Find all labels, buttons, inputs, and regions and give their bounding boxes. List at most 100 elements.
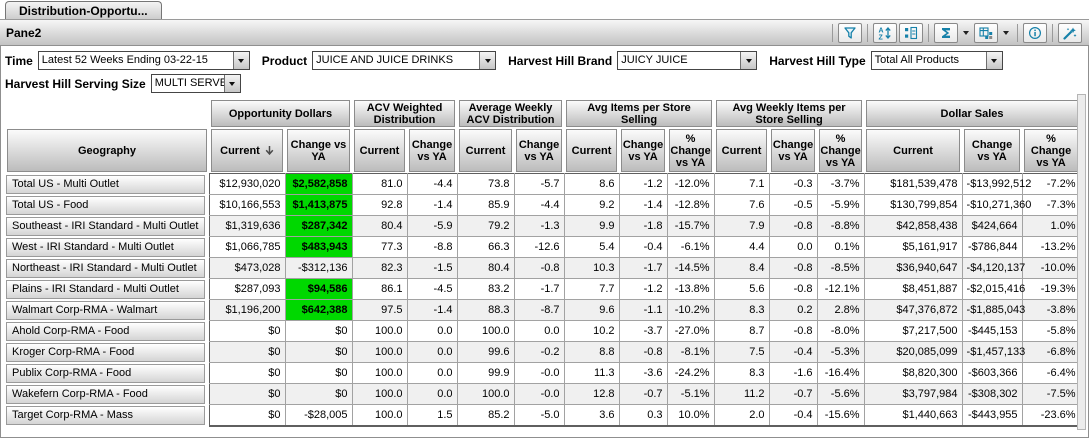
row-header-walmart-corp-rma-walmart[interactable]: Walmart Corp-RMA - Walmart xyxy=(5,300,209,321)
data-cell[interactable]: 3.6 xyxy=(564,404,620,427)
data-cell[interactable]: -12.8% xyxy=(667,194,715,216)
data-cell[interactable]: 85.2 xyxy=(457,404,515,427)
data-cell[interactable]: -1.2 xyxy=(619,173,668,195)
data-cell[interactable]: $42,858,438 xyxy=(864,215,963,237)
row-header-northeast-iri-standard-multi-outlet[interactable]: Northeast - IRI Standard - Multi Outlet xyxy=(5,258,209,279)
data-cell[interactable]: $3,797,984 xyxy=(864,383,963,405)
data-cell[interactable]: 11.2 xyxy=(714,383,770,405)
data-cell[interactable]: -4.5 xyxy=(407,278,458,300)
data-cell[interactable]: -19.3% xyxy=(1022,278,1081,300)
data-cell[interactable]: 7.6 xyxy=(714,194,770,216)
data-cell[interactable]: -1.3 xyxy=(514,215,565,237)
data-cell[interactable]: 2.8% xyxy=(817,299,865,321)
group-header-avg-weekly-items-per-store-selling[interactable]: Avg Weekly Items per Store Selling xyxy=(714,99,864,128)
data-cell[interactable]: $1,319,636 xyxy=(208,215,286,237)
data-cell[interactable]: -5.1% xyxy=(667,383,715,405)
column-header-dollar-sales-change-vs-ya[interactable]: % Change vs YA xyxy=(1022,128,1080,174)
select-items-button[interactable] xyxy=(899,22,923,43)
data-cell[interactable]: -8.5% xyxy=(817,257,865,279)
data-cell[interactable]: -15.6% xyxy=(817,404,865,427)
data-cell[interactable]: 80.4 xyxy=(457,257,515,279)
data-cell[interactable]: 100.0 xyxy=(352,383,408,405)
data-cell[interactable]: $0 xyxy=(285,383,353,405)
data-cell[interactable]: -0.8 xyxy=(769,215,818,237)
time-dropdown[interactable]: Latest 52 Weeks Ending 03-22-15 xyxy=(37,51,250,70)
row-header-wakefern-corp-rma-food[interactable]: Wakefern Corp-RMA - Food xyxy=(5,384,209,405)
dropdown-arrow-icon[interactable] xyxy=(985,52,1002,69)
group-header-avg-items-per-store-selling[interactable]: Avg Items per Store Selling xyxy=(564,99,714,128)
data-cell[interactable]: 9.6 xyxy=(564,299,620,321)
data-cell[interactable]: $8,820,300 xyxy=(864,362,963,384)
group-header-average-weekly-acv-distribution[interactable]: Average Weekly ACV Distribution xyxy=(457,99,564,128)
data-cell[interactable]: 2.0 xyxy=(714,404,770,427)
data-cell[interactable]: $0 xyxy=(208,404,286,427)
tab-distribution-opportunity[interactable]: Distribution-Opportu... xyxy=(5,1,162,19)
column-header-average-weekly-acv-distribution-current[interactable]: Current xyxy=(457,128,514,174)
column-header-avg-items-per-store-selling-current[interactable]: Current xyxy=(564,128,619,174)
data-cell[interactable]: -16.4% xyxy=(817,362,865,384)
data-cell[interactable]: 7.9 xyxy=(714,215,770,237)
data-cell[interactable]: -5.3% xyxy=(817,341,865,363)
data-cell[interactable]: -5.9 xyxy=(407,215,458,237)
data-cell[interactable]: -5.8% xyxy=(1022,320,1081,342)
data-cell[interactable]: -4.4 xyxy=(407,173,458,195)
column-header-avg-weekly-items-per-store-selling-current[interactable]: Current xyxy=(714,128,769,174)
type-dropdown[interactable]: Total All Products xyxy=(870,51,1003,70)
data-cell[interactable]: -1.8 xyxy=(619,215,668,237)
data-cell[interactable]: 81.0 xyxy=(352,173,408,195)
data-cell[interactable]: 0.0 xyxy=(407,383,458,405)
data-cell[interactable]: 83.2 xyxy=(457,278,515,300)
data-cell[interactable]: $0 xyxy=(208,362,286,384)
data-cell[interactable]: $424,664 xyxy=(962,215,1023,237)
data-cell[interactable]: 8.3 xyxy=(714,299,770,321)
group-header-dollar-sales[interactable]: Dollar Sales xyxy=(864,99,1080,128)
data-cell[interactable]: 0.0 xyxy=(407,320,458,342)
row-header-target-corp-rma-mass[interactable]: Target Corp-RMA - Mass xyxy=(5,405,209,426)
data-cell[interactable]: 8.6 xyxy=(564,173,620,195)
data-cell[interactable]: $473,028 xyxy=(208,257,286,279)
data-cell[interactable]: -7.2% xyxy=(1022,173,1081,195)
data-cell[interactable]: -$4,120,137 xyxy=(962,257,1025,279)
data-cell[interactable]: 7.5 xyxy=(714,341,770,363)
data-cell[interactable]: 66.3 xyxy=(457,236,515,258)
data-cell[interactable]: 85.9 xyxy=(457,194,515,216)
data-cell[interactable]: -1.4 xyxy=(619,194,668,216)
data-cell[interactable]: 79.2 xyxy=(457,215,515,237)
data-cell[interactable]: -5.0 xyxy=(514,404,565,427)
data-cell[interactable]: -0.0 xyxy=(514,383,565,405)
data-cell[interactable]: $20,085,099 xyxy=(864,341,963,363)
sum-dropdown-arrow[interactable] xyxy=(959,23,973,43)
data-cell[interactable]: $483,943 xyxy=(285,236,353,258)
data-cell[interactable]: -1.6 xyxy=(769,362,818,384)
sort-button[interactable]: A Z xyxy=(873,22,897,43)
column-header-avg-weekly-items-per-store-selling-change-vs-ya[interactable]: Change vs YA xyxy=(769,128,817,174)
data-cell[interactable]: $94,586 xyxy=(285,278,353,300)
data-cell[interactable]: $130,799,854 xyxy=(864,194,963,216)
data-cell[interactable]: 5.6 xyxy=(714,278,770,300)
info-button[interactable] xyxy=(1023,22,1047,43)
data-cell[interactable]: $0 xyxy=(208,341,286,363)
data-cell[interactable]: -0.4 xyxy=(769,404,818,427)
data-cell[interactable]: -0.8 xyxy=(619,341,668,363)
data-cell[interactable]: -0.7 xyxy=(769,383,818,405)
data-cell[interactable]: -6.1% xyxy=(667,236,715,258)
data-cell[interactable]: $1,440,663 xyxy=(864,404,963,427)
data-cell[interactable]: 82.3 xyxy=(352,257,408,279)
data-cell[interactable]: -27.0% xyxy=(667,320,715,342)
data-cell[interactable]: 11.3 xyxy=(564,362,620,384)
data-cell[interactable]: -23.6% xyxy=(1022,404,1081,427)
data-cell[interactable]: -1.4 xyxy=(407,194,458,216)
data-cell[interactable]: -0.4 xyxy=(769,341,818,363)
column-header-dollar-sales-change-vs-ya[interactable]: Change vs YA xyxy=(962,128,1022,174)
row-header-west-iri-standard-multi-outlet[interactable]: West - IRI Standard - Multi Outlet xyxy=(5,237,209,258)
group-header-opportunity-dollars[interactable]: Opportunity Dollars xyxy=(209,99,352,128)
data-cell[interactable]: -1.5 xyxy=(407,257,458,279)
data-cell[interactable]: 97.5 xyxy=(352,299,408,321)
data-cell[interactable]: -$445,153 xyxy=(962,320,1023,342)
data-cell[interactable]: -3.6 xyxy=(619,362,668,384)
data-cell[interactable]: -3.8% xyxy=(1022,299,1081,321)
row-header-total-us-multi-outlet[interactable]: Total US - Multi Outlet xyxy=(5,174,209,195)
data-cell[interactable]: -$13,992,512 xyxy=(962,173,1031,195)
data-cell[interactable]: -24.2% xyxy=(667,362,715,384)
data-cell[interactable]: 0.0 xyxy=(407,362,458,384)
